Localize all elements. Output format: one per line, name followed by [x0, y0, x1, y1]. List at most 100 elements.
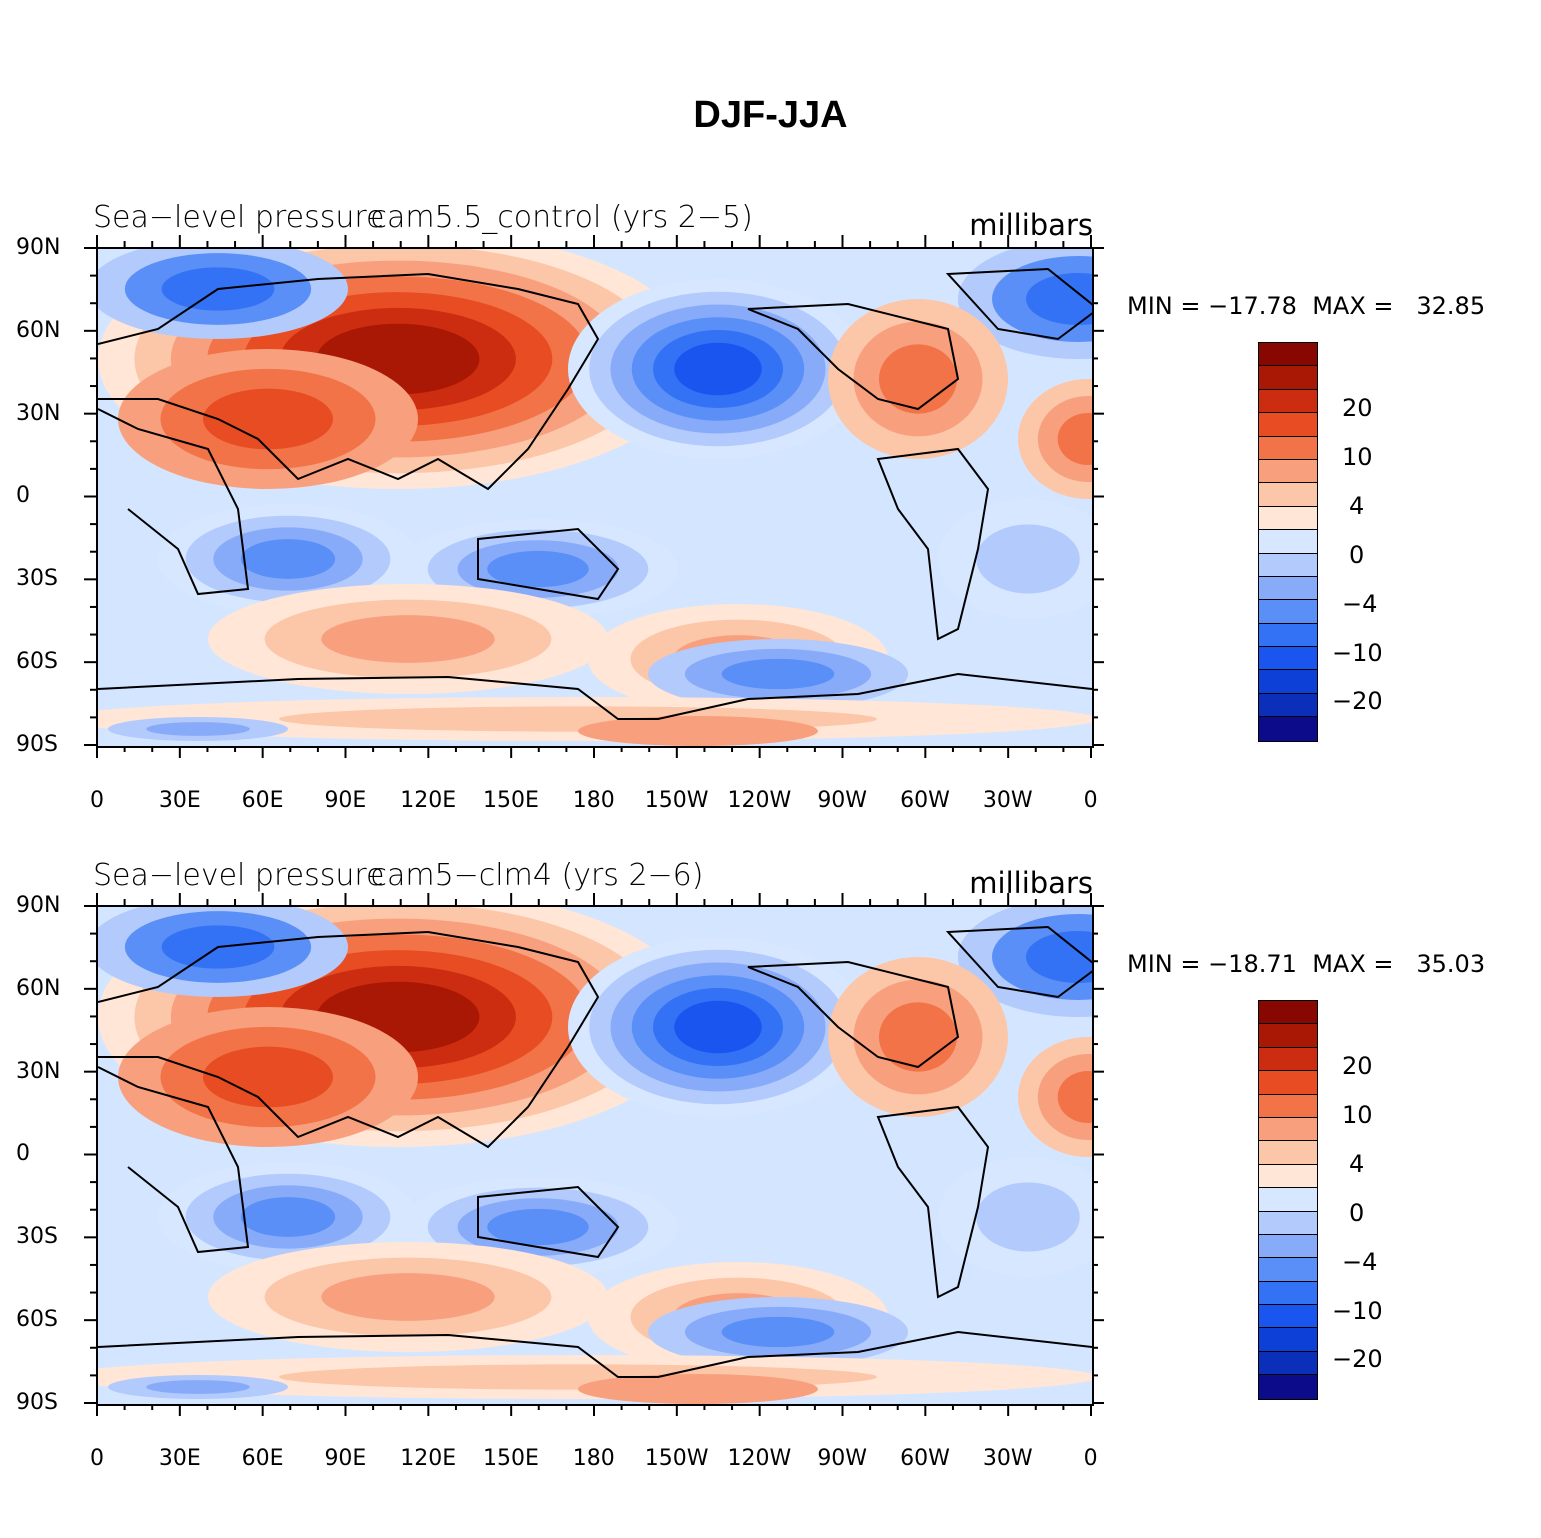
variable-label: Sea−level pressure — [93, 200, 385, 235]
colorbar-swatch — [1259, 1188, 1317, 1212]
x-tick-label: 0 — [1083, 1446, 1098, 1471]
colorbar-label: 20 — [1342, 1052, 1373, 1080]
units-label: millibars — [969, 208, 1093, 242]
panel-subtitle: Sea−level pressurecam5.5_control (yrs 2−… — [93, 200, 753, 235]
colorbar-swatch — [1259, 600, 1317, 624]
y-tick-label: 90N — [16, 893, 61, 918]
y-tick-label: 60N — [16, 975, 61, 1001]
colorbar-swatch — [1259, 1164, 1317, 1189]
y-tick-label: 90N — [16, 235, 61, 260]
colorbar-swatch — [1259, 1211, 1317, 1235]
colorbar-label: 20 — [1342, 394, 1373, 422]
x-tick-label: 60W — [900, 788, 950, 813]
y-tick-label: 30N — [16, 1058, 61, 1084]
x-tick-label: 180 — [572, 788, 615, 813]
x-tick-label: 0 — [90, 788, 104, 813]
min-value: MIN = −18.71 — [1127, 950, 1297, 978]
y-tick-label: 0 — [16, 1141, 30, 1167]
colorbar-swatch — [1259, 389, 1317, 414]
y-tick-label: 0 — [16, 483, 30, 509]
colorbar-swatch — [1259, 576, 1317, 601]
colorbar-swatch — [1259, 1047, 1317, 1072]
colorbar-label: 0 — [1349, 1198, 1365, 1227]
y-tick-label: 90S — [16, 731, 58, 757]
colorbar-label: −4 — [1342, 1247, 1378, 1276]
colorbar-label: −20 — [1332, 687, 1383, 716]
colorbar-label: −20 — [1332, 1345, 1383, 1374]
x-tick-label: 150E — [483, 1446, 539, 1471]
colorbar-swatch — [1259, 693, 1317, 718]
colorbar-swatch — [1259, 1375, 1317, 1399]
x-tick-label: 90W — [817, 1446, 868, 1471]
colorbar-swatch — [1259, 1071, 1317, 1095]
colorbar-swatch — [1259, 717, 1317, 741]
x-tick-label: 30W — [982, 1446, 1033, 1471]
colorbar-swatch — [1259, 1305, 1317, 1329]
y-tick-label: 30S — [16, 1224, 58, 1250]
min-value: MIN = −17.78 — [1127, 292, 1297, 320]
colorbar-label: 4 — [1349, 491, 1365, 520]
x-tick-label: 60E — [241, 1446, 284, 1471]
colorbar-label: 10 — [1342, 1100, 1373, 1129]
x-tick-label: 0 — [90, 1446, 104, 1471]
x-tick-label: 150E — [483, 788, 539, 813]
colorbar-swatch — [1259, 1117, 1317, 1142]
x-tick-label: 0 — [1083, 788, 1098, 813]
x-tick-label: 120W — [727, 788, 792, 813]
colorbar-swatch — [1259, 1094, 1317, 1118]
x-tick-label: 180 — [572, 1446, 615, 1471]
colorbar-swatch — [1259, 1258, 1317, 1282]
colorbar-swatch — [1259, 366, 1317, 390]
slp-difference-map — [98, 249, 1092, 746]
x-tick-label: 120E — [400, 788, 457, 813]
colorbar-swatch — [1259, 623, 1317, 648]
colorbar — [1258, 342, 1318, 742]
colorbar-label: 0 — [1349, 540, 1365, 569]
colorbar-swatch — [1259, 1001, 1317, 1025]
y-tick-label: 90S — [16, 1389, 58, 1415]
colorbar-label: −10 — [1332, 1296, 1383, 1325]
y-tick-label: 60N — [16, 317, 61, 343]
colorbar-label: −10 — [1332, 638, 1383, 667]
x-tick-label: 90E — [324, 788, 367, 813]
x-tick-label: 30E — [158, 1446, 201, 1471]
colorbar-swatch — [1259, 1141, 1317, 1165]
x-tick-label: 60W — [900, 1446, 950, 1471]
x-tick-label: 90W — [817, 788, 868, 813]
x-tick-label: 150W — [644, 788, 709, 813]
colorbar-swatch — [1259, 530, 1317, 554]
figure-title: DJF-JJA — [693, 94, 848, 136]
x-tick-label: 90E — [324, 1446, 367, 1471]
colorbar-swatch — [1259, 553, 1317, 577]
units-label: millibars — [969, 866, 1093, 900]
x-tick-label: 120E — [400, 1446, 457, 1471]
max-value: MAX = 35.03 — [1312, 950, 1486, 978]
y-tick-label: 30N — [16, 400, 61, 426]
colorbar-label: 10 — [1342, 442, 1373, 471]
y-tick-label: 60S — [16, 1307, 58, 1332]
x-tick-label: 120W — [727, 1446, 792, 1471]
slp-difference-map — [98, 907, 1092, 1404]
case-label: cam5.5_control (yrs 2−5) — [370, 200, 753, 235]
x-tick-label: 30W — [982, 788, 1033, 813]
map-panel-2: Sea−level pressurecam5−clm4 (yrs 2−6) mi… — [0, 858, 1541, 1498]
colorbar-label: −4 — [1342, 589, 1378, 618]
map-plot-area — [96, 247, 1094, 748]
colorbar-swatch — [1259, 459, 1317, 484]
colorbar-swatch — [1259, 1351, 1317, 1376]
case-label: cam5−clm4 (yrs 2−6) — [370, 858, 704, 893]
y-tick-label: 60S — [16, 649, 58, 674]
colorbar-swatch — [1259, 670, 1317, 694]
x-tick-label: 150W — [644, 1446, 709, 1471]
colorbar-swatch — [1259, 1281, 1317, 1306]
colorbar-swatch — [1259, 1328, 1317, 1352]
colorbar-swatch — [1259, 343, 1317, 367]
colorbar-swatch — [1259, 483, 1317, 507]
colorbar — [1258, 1000, 1318, 1400]
colorbar-swatch — [1259, 1234, 1317, 1259]
colorbar-swatch — [1259, 413, 1317, 437]
colorbar-swatch — [1259, 1024, 1317, 1048]
colorbar-swatch — [1259, 436, 1317, 460]
min-max-readout: MIN = −17.78 MAX = 32.85 — [1127, 292, 1485, 320]
colorbar-swatch — [1259, 647, 1317, 671]
